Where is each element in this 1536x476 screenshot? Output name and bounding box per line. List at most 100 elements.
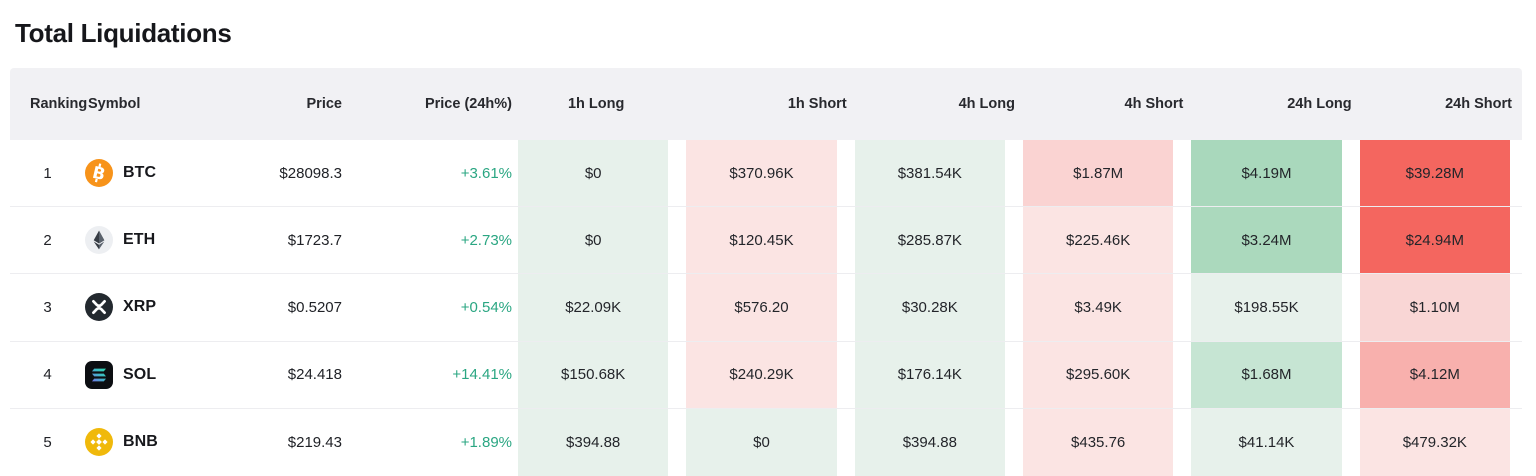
price-cell: $24.418 bbox=[287, 366, 342, 384]
bnb-icon bbox=[85, 428, 113, 457]
liquidation-cell-24h-short: $39.28M bbox=[1354, 140, 1522, 207]
liquidation-value-pill: $3.49K bbox=[1022, 274, 1174, 341]
liquidation-value-pill: $285.87K bbox=[854, 207, 1005, 274]
sol-icon bbox=[85, 360, 113, 389]
symbol-cell[interactable]: BNB bbox=[85, 409, 250, 476]
liquidation-cell-24h-short: $4.12M bbox=[1354, 341, 1522, 408]
liquidation-cell-1h-short: $120.45K bbox=[680, 207, 848, 274]
liquidation-value-pill: $381.54K bbox=[854, 140, 1005, 207]
liquidation-cell-1h-long: $0 bbox=[512, 207, 680, 274]
liquidation-value-pill: $225.46K bbox=[1022, 207, 1174, 274]
svg-text:B: B bbox=[91, 163, 108, 184]
liquidation-value-pill: $435.76 bbox=[1022, 408, 1174, 476]
liquidation-cell-1h-short: $240.29K bbox=[680, 341, 848, 408]
liquidation-value-pill: $1.87M bbox=[1022, 140, 1174, 207]
liquidation-cell-24h-long: $41.14K bbox=[1185, 408, 1353, 476]
liquidation-cell-24h-short: $1.10M bbox=[1354, 274, 1522, 341]
liquidation-value-pill: $0 bbox=[686, 408, 837, 476]
liquidation-cell-1h-long: $22.09K bbox=[512, 274, 680, 341]
coin-symbol-label: BNB bbox=[123, 433, 158, 451]
col-header-price[interactable]: Price bbox=[306, 96, 342, 112]
liquidation-value-pill: $0 bbox=[518, 140, 669, 207]
liquidation-value-pill: $41.14K bbox=[1191, 408, 1342, 476]
liquidation-cell-1h-long: $150.68K bbox=[512, 341, 680, 408]
liquidation-cell-4h-short: $295.60K bbox=[1017, 341, 1185, 408]
col-header-1h-short[interactable]: 1h Short bbox=[787, 96, 847, 112]
liquidation-value-pill: $22.09K bbox=[518, 274, 669, 341]
liquidation-value-pill: $120.45K bbox=[686, 207, 837, 274]
liquidation-value-pill: $479.32K bbox=[1359, 408, 1510, 476]
liquidation-cell-4h-long: $285.87K bbox=[849, 207, 1017, 274]
liquidation-cell-1h-short: $576.20 bbox=[680, 274, 848, 341]
ranking-cell: 5 bbox=[43, 433, 52, 451]
symbol-cell[interactable]: XRP bbox=[85, 274, 250, 340]
liquidation-value-pill: $0 bbox=[518, 207, 669, 274]
symbol-cell[interactable]: B BTC bbox=[85, 140, 250, 206]
liquidation-cell-4h-long: $176.14K bbox=[849, 341, 1017, 408]
liquidation-cell-1h-long: $0 bbox=[512, 140, 680, 207]
price-cell: $219.43 bbox=[287, 433, 342, 451]
price-cell: $0.5207 bbox=[287, 298, 342, 316]
xrp-icon bbox=[85, 293, 113, 322]
price-cell: $1723.7 bbox=[287, 231, 342, 249]
col-header-1h-long[interactable]: 1h Long bbox=[567, 96, 625, 112]
table-row[interactable]: 2 ETH $1723.7 +2.73% $0 $120.45K $285.87… bbox=[10, 207, 1522, 275]
coin-symbol-label: ETH bbox=[123, 231, 156, 249]
liquidation-value-pill: $150.68K bbox=[518, 341, 669, 408]
price-change-cell: +14.41% bbox=[452, 366, 512, 384]
liquidation-cell-24h-short: $24.94M bbox=[1354, 207, 1522, 274]
table-row[interactable]: 1 B BTC $28098.3 +3.61% $0 $370.96K $381… bbox=[10, 140, 1522, 208]
col-header-24h-short[interactable]: 24h Short bbox=[1445, 96, 1512, 112]
table-row[interactable]: 4 SOL $24.418 +14.41% $150.68K $240.29K … bbox=[10, 341, 1522, 409]
liquidation-cell-4h-short: $435.76 bbox=[1017, 408, 1185, 476]
ranking-cell: 1 bbox=[43, 164, 52, 182]
liquidation-cell-1h-short: $0 bbox=[680, 408, 848, 476]
liquidations-table: Ranking Symbol Price Price (24h%) 1h Lon… bbox=[10, 68, 1522, 476]
liquidation-cell-24h-long: $4.19M bbox=[1185, 140, 1353, 207]
liquidation-value-pill: $1.68M bbox=[1191, 341, 1342, 408]
col-header-symbol[interactable]: Symbol bbox=[88, 96, 141, 112]
liquidation-value-pill: $394.88 bbox=[854, 408, 1005, 476]
col-header-ranking[interactable]: Ranking bbox=[30, 96, 88, 112]
table-body: 1 B BTC $28098.3 +3.61% $0 $370.96K $381… bbox=[10, 140, 1522, 476]
price-change-cell: +3.61% bbox=[460, 164, 512, 182]
coin-symbol-label: XRP bbox=[123, 298, 157, 316]
liquidation-cell-4h-long: $394.88 bbox=[849, 408, 1017, 476]
liquidation-cell-24h-long: $198.55K bbox=[1185, 274, 1353, 341]
liquidation-cell-24h-short: $479.32K bbox=[1354, 408, 1522, 476]
symbol-cell[interactable]: SOL bbox=[85, 342, 250, 408]
page-title: Total Liquidations bbox=[15, 18, 232, 48]
symbol-cell[interactable]: ETH bbox=[85, 207, 250, 273]
liquidation-value-pill: $39.28M bbox=[1359, 140, 1510, 207]
liquidation-cell-4h-long: $381.54K bbox=[849, 140, 1017, 207]
col-header-4h-long[interactable]: 4h Long bbox=[958, 96, 1015, 112]
coin-symbol-label: SOL bbox=[123, 365, 157, 383]
liquidation-cell-4h-long: $30.28K bbox=[849, 274, 1017, 341]
price-cell: $28098.3 bbox=[279, 164, 342, 182]
liquidation-value-pill: $576.20 bbox=[686, 274, 837, 341]
liquidation-value-pill: $24.94M bbox=[1359, 207, 1510, 274]
liquidation-value-pill: $394.88 bbox=[518, 408, 669, 476]
col-header-24h-long[interactable]: 24h Long bbox=[1287, 96, 1352, 112]
liquidation-cell-1h-long: $394.88 bbox=[512, 408, 680, 476]
col-header-4h-short[interactable]: 4h Short bbox=[1124, 96, 1184, 112]
table-row[interactable]: 3 XRP $0.5207 +0.54% $22.09K $576.20 $30… bbox=[10, 274, 1522, 342]
liquidation-cell-24h-long: $1.68M bbox=[1185, 341, 1353, 408]
liquidation-cell-4h-short: $1.87M bbox=[1017, 140, 1185, 207]
liquidation-value-pill: $1.10M bbox=[1359, 274, 1510, 341]
ranking-cell: 3 bbox=[43, 298, 52, 316]
liquidation-cell-4h-short: $3.49K bbox=[1017, 274, 1185, 341]
liquidation-value-pill: $198.55K bbox=[1191, 274, 1342, 341]
eth-icon bbox=[85, 226, 113, 255]
btc-icon: B bbox=[85, 159, 113, 188]
liquidation-value-pill: $295.60K bbox=[1022, 341, 1174, 408]
col-header-price-24h[interactable]: Price (24h%) bbox=[424, 96, 512, 112]
table-row[interactable]: 5 BNB $219.43 +1.89% $394.88 $0 $394.88 … bbox=[10, 408, 1522, 476]
liquidation-value-pill: $176.14K bbox=[854, 341, 1005, 408]
liquidation-value-pill: $30.28K bbox=[854, 274, 1005, 341]
liquidation-value-pill: $3.24M bbox=[1191, 207, 1342, 274]
coin-symbol-label: BTC bbox=[123, 164, 157, 182]
liquidation-cell-24h-long: $3.24M bbox=[1185, 207, 1353, 274]
liquidation-value-pill: $240.29K bbox=[686, 341, 837, 408]
